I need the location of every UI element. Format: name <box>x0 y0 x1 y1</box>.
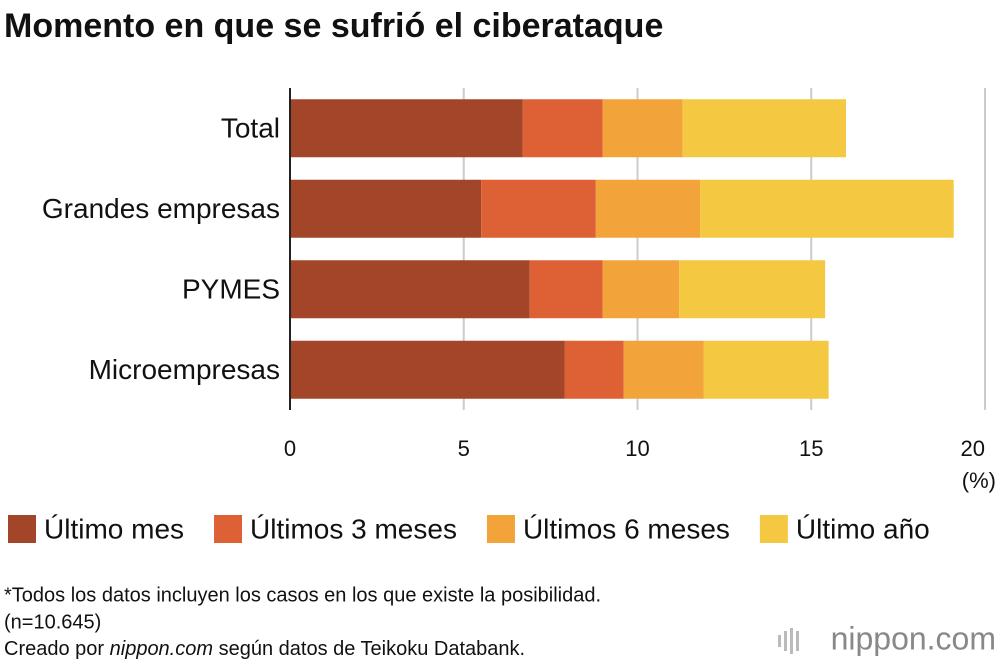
legend-swatch <box>214 515 243 543</box>
y-tick-label: PYMES <box>182 274 280 305</box>
bar-segment <box>703 340 829 399</box>
bar-segment <box>290 340 565 399</box>
bar-segment <box>290 179 482 238</box>
legend-label: Últimos 6 meses <box>523 513 730 544</box>
source-text: nippon.com <box>110 638 213 660</box>
bar-segment <box>522 99 603 158</box>
source: Creado por nippon.com según datos de Tei… <box>4 638 525 660</box>
logo-mark <box>778 628 799 654</box>
bar-segment <box>529 260 603 319</box>
y-tick-label: Microempresas <box>89 354 280 385</box>
source-text: Creado por <box>4 638 110 660</box>
legend-swatch <box>8 515 36 543</box>
bar-segment <box>290 99 523 158</box>
legend-label: Últimos 3 meses <box>250 513 457 544</box>
bar-segment <box>682 99 846 158</box>
bar-segment <box>700 179 954 238</box>
legend-swatch <box>759 515 788 543</box>
chart-title: Momento en que se sufrió el ciberataque <box>4 7 663 45</box>
x-unit: (%) <box>962 468 996 493</box>
x-tick-label: 0 <box>284 436 296 461</box>
bar-segment <box>602 260 680 319</box>
bar-segment <box>595 179 701 238</box>
legend-label: Último mes <box>44 513 184 544</box>
x-tick-label: 10 <box>625 436 649 461</box>
logo: nippon.com <box>831 620 996 656</box>
x-tick-label: 5 <box>458 436 470 461</box>
bar-segment <box>564 340 624 399</box>
bar-segment <box>623 340 704 399</box>
legend-swatch <box>486 515 515 543</box>
x-tick-label: 20 <box>961 436 985 461</box>
y-tick-label: Grandes empresas <box>42 193 280 224</box>
source-text: según datos de Teikoku Databank. <box>213 638 525 660</box>
x-tick-label: 15 <box>799 436 823 461</box>
bar-segment <box>679 260 826 319</box>
note: (n=10.645) <box>4 611 101 633</box>
legend-label: Último año <box>796 513 930 544</box>
bar-segment <box>481 179 596 238</box>
y-tick-label: Total <box>221 113 280 144</box>
note: *Todos los datos incluyen los casos en l… <box>4 584 601 606</box>
bar-segment <box>290 260 530 319</box>
bar-segment <box>602 99 683 158</box>
